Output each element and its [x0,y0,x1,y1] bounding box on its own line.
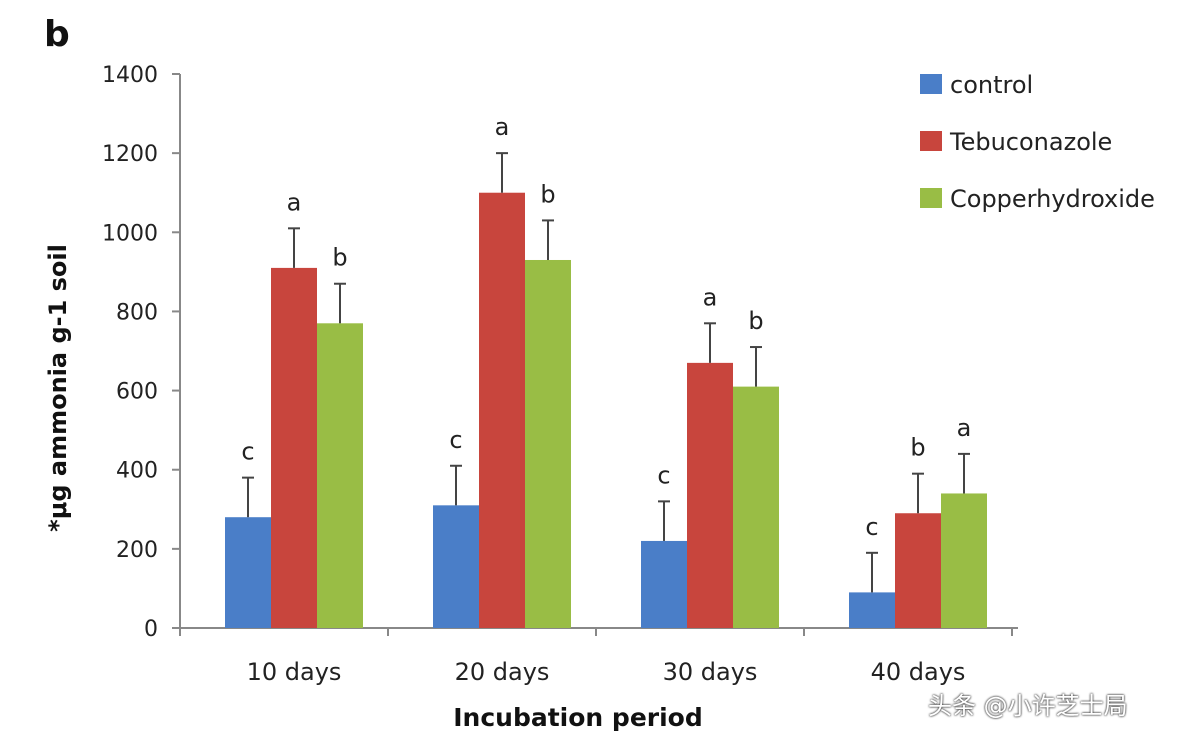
x-axis-label: Incubation period [453,703,703,732]
significance-letter: c [241,438,254,466]
bar [733,386,779,628]
x-tick-label: 40 days [871,658,966,686]
watermark: 头条 @小许芝士局 [928,692,1128,720]
bar [479,192,525,628]
bar [895,513,941,628]
significance-letter: a [495,113,510,141]
bar [849,592,895,628]
bar [687,362,733,628]
y-tick-label: 1400 [102,63,158,88]
y-tick-label: 200 [116,538,158,563]
bar [641,540,687,628]
y-tick-label: 0 [144,617,158,642]
significance-letter: b [540,180,555,208]
y-tick-label: 800 [116,300,158,325]
significance-letter: a [703,283,718,311]
chart-bars: c c c c a a a b b b b a [225,113,987,628]
legend-label: control [950,71,1033,99]
panel-label: b [44,14,70,55]
y-tick-label: 400 [116,459,158,484]
bar [271,267,317,628]
chart-legend: control Tebuconazole Copperhydroxide [920,71,1155,213]
bar [433,505,479,628]
y-tick-label: 1200 [102,142,158,167]
legend-label: Tebuconazole [949,128,1112,156]
significance-letter: c [657,461,670,489]
y-tick-label: 600 [116,380,158,405]
significance-letter: a [287,188,302,216]
significance-letter: b [910,434,925,462]
significance-letter: b [748,307,763,335]
significance-letter: c [449,426,462,454]
significance-letter: a [957,414,972,442]
legend-swatch [920,74,942,94]
x-tick-label: 10 days [247,658,342,686]
y-tick-label: 1000 [102,221,158,246]
x-tick-label: 30 days [663,658,758,686]
bar [225,517,271,628]
legend-swatch [920,131,942,151]
bar [941,493,987,628]
chart-axes: 0 200 400 600 800 1000 1200 1400 10 days 20 days 3… [102,63,1018,686]
x-tick-label: 20 days [455,658,550,686]
significance-letter: b [332,244,347,272]
bar [525,259,571,628]
legend-label: Copperhydroxide [950,185,1155,213]
significance-letter: c [865,513,878,541]
bar [317,323,363,628]
legend-swatch [920,188,942,208]
y-axis-label: *μg ammonia g-1 soil [44,244,72,532]
